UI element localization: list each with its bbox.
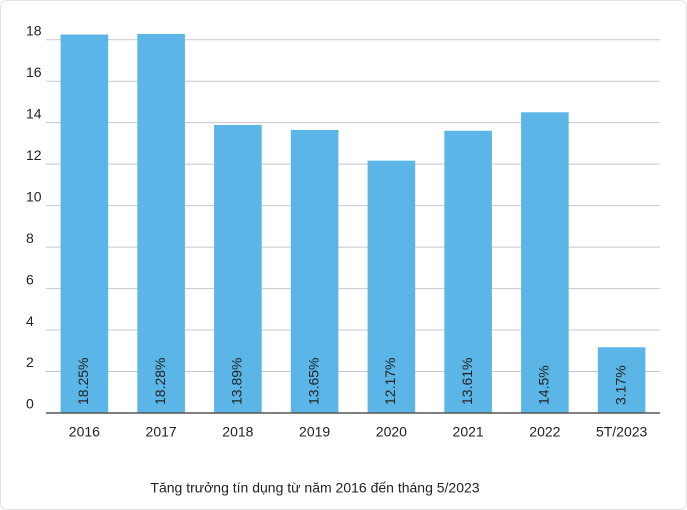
y-tick-label: 14 xyxy=(26,105,42,121)
value-label: 18.28% xyxy=(152,358,168,405)
bar xyxy=(521,112,569,413)
x-tick-label: 2018 xyxy=(222,424,253,440)
y-tick-label: 8 xyxy=(26,230,34,246)
y-tick-label: 6 xyxy=(26,271,34,287)
bar xyxy=(214,124,262,413)
value-label: 12.17% xyxy=(382,358,398,405)
x-tick-label: 2022 xyxy=(529,424,560,440)
chart-title: Tăng trưởng tín dụng từ năm 2016 đến thá… xyxy=(150,480,479,496)
y-tick-label: 2 xyxy=(26,354,34,370)
bar xyxy=(60,34,109,413)
bar xyxy=(137,33,185,413)
bar xyxy=(597,347,646,413)
x-tick-label: 2020 xyxy=(376,424,407,440)
x-tick-label: 2016 xyxy=(69,424,100,440)
bar xyxy=(367,160,416,413)
y-tick-label: 18 xyxy=(26,22,42,38)
value-label: 13.65% xyxy=(305,358,321,405)
bar xyxy=(290,129,339,413)
y-tick-label: 12 xyxy=(26,147,42,163)
value-label: 14.5% xyxy=(536,365,552,405)
x-tick-label: 2021 xyxy=(453,424,484,440)
value-label: 13.89% xyxy=(229,358,245,405)
value-label: 18.25% xyxy=(75,358,91,405)
bar xyxy=(444,130,492,413)
x-tick-label: 2017 xyxy=(146,424,177,440)
y-tick-label: 0 xyxy=(26,396,34,412)
value-label: 3.17% xyxy=(612,365,628,405)
value-label: 13.61% xyxy=(459,358,475,405)
y-tick-label: 4 xyxy=(26,313,34,329)
y-tick-label: 10 xyxy=(26,188,42,204)
x-tick-label: 2019 xyxy=(299,424,330,440)
x-tick-label: 5T/2023 xyxy=(596,424,648,440)
y-tick-label: 16 xyxy=(26,64,42,80)
